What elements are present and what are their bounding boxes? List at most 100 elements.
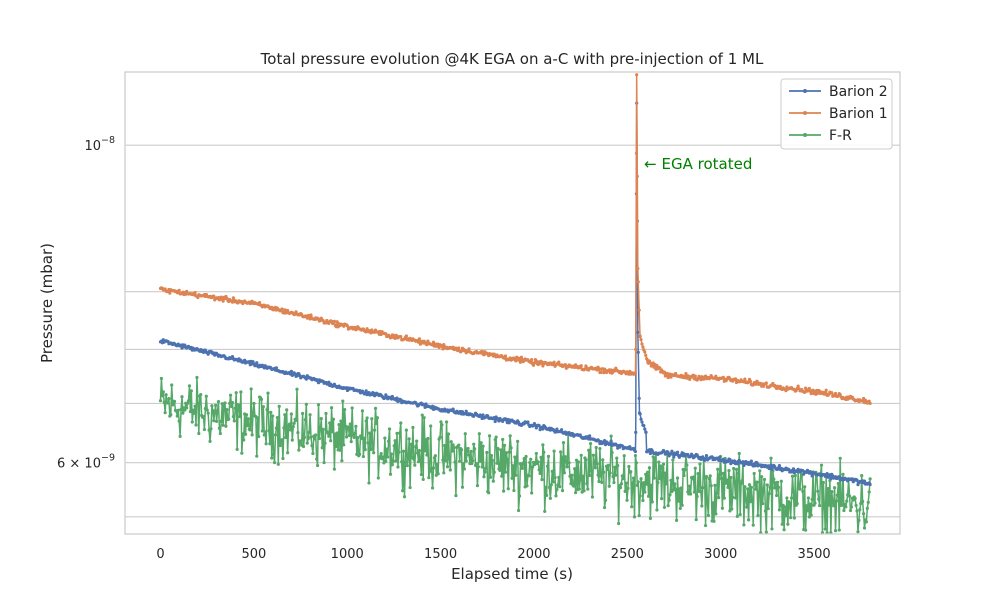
data-point	[675, 450, 680, 454]
data-point	[763, 509, 768, 513]
data-point	[488, 475, 493, 479]
data-point	[431, 340, 436, 344]
data-point	[602, 371, 606, 375]
data-point	[867, 490, 871, 494]
data-point	[606, 463, 610, 467]
data-point	[685, 376, 689, 380]
data-point	[694, 517, 698, 522]
data-point	[856, 530, 860, 534]
data-point	[237, 403, 241, 408]
data-point	[262, 433, 266, 437]
data-point	[440, 423, 444, 427]
data-point	[214, 403, 218, 407]
data-point	[169, 413, 173, 417]
data-point	[844, 505, 848, 509]
data-point	[433, 454, 437, 458]
data-point	[730, 507, 734, 511]
data-point	[460, 410, 465, 414]
data-point	[706, 513, 710, 517]
data-point	[442, 343, 446, 347]
data-point	[281, 456, 285, 461]
data-point	[217, 426, 221, 430]
data-point	[779, 479, 783, 483]
data-point	[389, 335, 394, 340]
data-point	[318, 427, 322, 431]
data-point	[375, 416, 379, 420]
data-point	[180, 395, 184, 399]
data-point	[577, 487, 581, 491]
data-point	[478, 459, 482, 463]
data-point	[441, 458, 445, 462]
data-point	[622, 454, 626, 458]
data-point	[337, 423, 341, 427]
data-point	[633, 453, 638, 458]
data-point	[830, 391, 834, 395]
x-axis-ticks: 0 500 1000 1500 2000 2500 3000 3500	[156, 547, 830, 562]
data-point	[186, 399, 191, 403]
data-point	[418, 342, 422, 346]
data-point	[413, 463, 417, 467]
data-point	[160, 394, 164, 398]
data-point	[159, 376, 164, 381]
data-point	[714, 512, 718, 516]
data-point	[848, 508, 853, 513]
data-point	[619, 482, 624, 486]
data-point	[484, 466, 488, 471]
data-point	[707, 476, 711, 481]
data-point	[755, 461, 759, 465]
data-point	[836, 481, 840, 486]
data-point	[196, 295, 200, 300]
data-point	[576, 460, 581, 464]
data-point	[315, 457, 319, 461]
data-point	[452, 446, 456, 450]
data-point	[512, 488, 516, 493]
data-point	[780, 522, 784, 526]
data-point	[611, 474, 615, 479]
data-point	[415, 439, 419, 443]
data-point	[588, 434, 592, 438]
data-point	[536, 460, 540, 464]
data-point	[588, 473, 592, 478]
data-point	[404, 428, 408, 432]
data-point	[665, 371, 669, 375]
data-point	[560, 489, 565, 493]
data-point	[798, 487, 802, 491]
data-point	[630, 505, 634, 509]
data-point	[607, 484, 611, 488]
data-point	[395, 396, 399, 400]
data-point	[402, 495, 407, 499]
data-point	[860, 473, 864, 478]
data-point	[404, 334, 408, 338]
data-point	[696, 472, 700, 476]
data-point	[348, 422, 352, 426]
legend-marker	[803, 89, 807, 93]
data-point	[462, 467, 466, 471]
data-point	[652, 476, 656, 480]
data-point	[316, 403, 321, 407]
data-point	[639, 337, 643, 342]
data-point	[634, 461, 638, 465]
data-point	[394, 459, 398, 463]
data-point	[680, 503, 684, 507]
data-point	[841, 472, 845, 476]
data-point	[396, 465, 400, 469]
data-point	[525, 484, 529, 488]
data-point	[559, 450, 563, 454]
data-point	[715, 491, 719, 495]
data-point	[229, 393, 233, 397]
data-point	[388, 472, 393, 476]
data-point	[584, 458, 588, 462]
data-point	[803, 485, 807, 489]
data-point	[189, 389, 193, 393]
data-point	[789, 496, 794, 500]
data-point	[778, 384, 782, 388]
data-point	[429, 424, 433, 428]
data-point	[837, 475, 841, 479]
data-point	[602, 506, 607, 510]
data-point	[306, 437, 310, 441]
data-point	[408, 485, 412, 490]
data-point	[178, 434, 182, 439]
data-point	[162, 400, 166, 404]
data-point	[393, 336, 397, 340]
data-point	[659, 464, 663, 468]
